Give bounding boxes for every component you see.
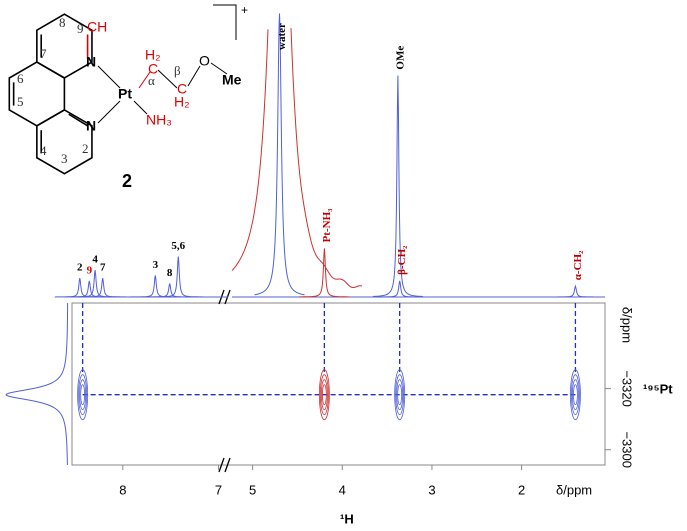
cross-peak (571, 374, 580, 416)
atom: C (148, 61, 158, 77)
ring-number: 8 (59, 15, 66, 30)
peak (374, 280, 425, 298)
expanded-trace (231, 28, 363, 288)
axis-break (218, 289, 231, 473)
pt-projection (5, 303, 69, 465)
compound-number: 2 (122, 171, 132, 191)
cross-peak (80, 384, 86, 406)
cross-peak (394, 369, 406, 421)
ring-number: 7 (40, 46, 47, 61)
cross-peak (78, 374, 88, 416)
x-tick-label: 3 (428, 482, 435, 497)
cross-peak (397, 384, 403, 406)
charge: + (241, 3, 248, 17)
atom: Me (222, 72, 242, 88)
y-tick-label: −3320 (620, 370, 635, 407)
x-tick-label: 8 (119, 482, 126, 497)
cross-peak (573, 384, 578, 406)
peak-label: water (276, 23, 288, 50)
peak-label: Pt-NH₃ (321, 208, 333, 243)
peak (153, 256, 204, 298)
ring-number: 4 (40, 143, 47, 158)
cross-peak (321, 384, 327, 406)
x-tick-label: 5 (249, 482, 256, 497)
peak (54, 278, 105, 298)
peak-label: OMe (394, 46, 406, 70)
peak-label: α-CH₂ (572, 250, 584, 280)
molecule-labels: N N CH Pt H₂ C C H₂ O Me NH₃ + 2 (86, 3, 248, 191)
cross-peak (396, 379, 404, 411)
peak (130, 275, 181, 298)
x-tick-label: 2 (518, 482, 525, 497)
atom: O (199, 53, 210, 69)
plot-frame (71, 302, 606, 466)
cross-peak (570, 369, 581, 421)
peak (144, 283, 195, 298)
peak-label: 5,6 (171, 240, 185, 252)
peak (64, 280, 115, 298)
y-tick-label: −3300 (620, 431, 635, 468)
peak (299, 248, 350, 298)
peak (254, 13, 305, 296)
ring-numbers: 9 8 7 6 5 4 3 2 α β (17, 15, 181, 166)
atom: H₂ (174, 94, 190, 110)
peak-label: 9 (87, 264, 93, 276)
y-axis-unit: δ/ppm (620, 307, 635, 343)
peak-label: 8 (167, 267, 173, 279)
cross-peak (572, 379, 579, 411)
atom: N (86, 118, 96, 134)
peak (372, 75, 423, 297)
atom: N (86, 54, 96, 70)
x-axis-label: ¹H (340, 511, 354, 526)
cross-peak (320, 379, 328, 411)
atom: Pt (118, 86, 132, 102)
peak-label: 2 (77, 262, 83, 274)
greek-label: α (148, 73, 155, 88)
greek-label: β (174, 63, 181, 78)
ring-number: 2 (82, 141, 89, 156)
ring-number: 3 (61, 151, 68, 166)
peak (550, 284, 601, 298)
atom: CH (87, 19, 107, 35)
x-tick-label: 7 (215, 482, 222, 497)
x-axis-unit: δ/ppm (556, 482, 592, 497)
cross-peak (319, 374, 329, 416)
peak (77, 278, 128, 298)
x-tick-label: 4 (339, 482, 346, 497)
cross-peak (318, 369, 330, 421)
y-axis-label: ¹⁹⁵Pt (643, 381, 673, 396)
atom: C (177, 81, 187, 97)
peak-label: 7 (100, 262, 106, 274)
peak-label: 3 (153, 259, 159, 271)
atom: NH₃ (146, 112, 172, 128)
ring-number: 6 (17, 71, 24, 86)
peak-label: 4 (92, 254, 98, 266)
cross-peak (395, 374, 405, 416)
ring-number: 9 (77, 21, 84, 36)
ring-number: 5 (17, 94, 24, 109)
peak-label: β-CH₂ (396, 245, 408, 275)
atom: H₂ (145, 47, 161, 63)
cross-peak (79, 379, 87, 411)
cross-peak (77, 369, 89, 421)
molecule (8, 4, 237, 175)
